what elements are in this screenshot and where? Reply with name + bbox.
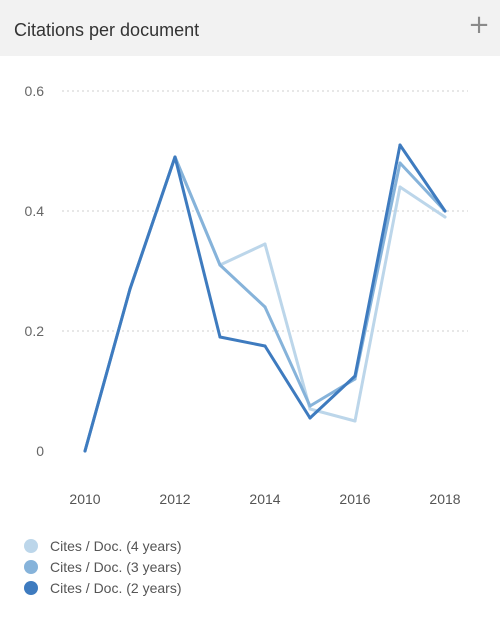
series-line-2 [83, 155, 447, 453]
legend-item[interactable]: Cites / Doc. (3 years) [24, 556, 181, 577]
data-point [308, 404, 312, 408]
data-point [308, 416, 312, 420]
legend-swatch [24, 559, 38, 574]
data-point [218, 335, 222, 339]
data-point [308, 407, 312, 411]
y-tick-label: 0.6 [25, 83, 45, 99]
data-point [398, 143, 402, 147]
series-line-3 [83, 143, 447, 453]
x-tick-label: 2012 [159, 491, 190, 507]
y-tick-label: 0 [36, 443, 44, 459]
data-point [218, 263, 222, 267]
y-tick-label: 0.4 [25, 203, 45, 219]
data-point [263, 344, 267, 348]
legend-swatch [24, 538, 38, 553]
data-point [353, 419, 357, 423]
x-tick-label: 2010 [69, 491, 100, 507]
legend-label: Cites / Doc. (2 years) [50, 579, 182, 596]
legend-label: Cites / Doc. (3 years) [50, 558, 182, 575]
data-point [443, 215, 447, 219]
legend-label: Cites / Doc. (4 years) [50, 537, 182, 554]
chart-legend: Cites / Doc. (4 years) Cites / Doc. (3 ye… [24, 535, 181, 598]
data-point [263, 305, 267, 309]
data-point [398, 161, 402, 165]
x-tick-label: 2018 [429, 491, 460, 507]
legend-item[interactable]: Cites / Doc. (2 years) [24, 577, 181, 598]
x-tick-label: 2016 [339, 491, 370, 507]
y-tick-label: 0.2 [25, 323, 45, 339]
legend-item[interactable]: Cites / Doc. (4 years) [24, 535, 181, 556]
data-point [173, 155, 177, 159]
plus-icon[interactable]: + [468, 10, 490, 40]
data-point [443, 209, 447, 213]
data-point [353, 374, 357, 378]
data-point [83, 449, 87, 453]
data-point [398, 185, 402, 189]
legend-swatch [24, 580, 38, 595]
card-header: Citations per document + [0, 0, 500, 56]
x-tick-label: 2014 [249, 491, 280, 507]
line-chart: 0 0.2 0.4 0.6 2010 2012 2014 2016 2018 [25, 83, 468, 507]
data-point [128, 287, 132, 291]
chart-title: Citations per document [14, 20, 200, 40]
data-point [263, 242, 267, 246]
